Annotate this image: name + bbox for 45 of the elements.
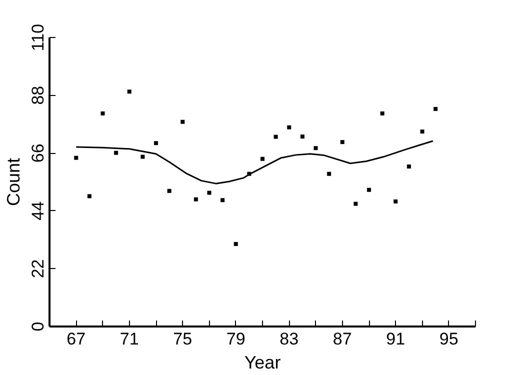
point xyxy=(207,190,212,195)
x-tick-label: 95 xyxy=(439,330,458,348)
point xyxy=(180,120,185,124)
point xyxy=(380,111,384,116)
point xyxy=(406,164,411,168)
point xyxy=(140,154,145,159)
point xyxy=(354,202,358,206)
point xyxy=(220,198,225,202)
y-tick-label: 22 xyxy=(28,259,48,278)
x-tick-label: 75 xyxy=(173,330,192,348)
point xyxy=(167,188,172,193)
y-tick-label: 44 xyxy=(28,201,48,220)
point xyxy=(127,90,132,94)
point xyxy=(314,146,318,150)
point xyxy=(260,156,264,161)
point xyxy=(87,194,92,198)
point xyxy=(394,199,398,204)
y-tick-label: 66 xyxy=(28,144,48,163)
point xyxy=(194,197,198,202)
point xyxy=(154,141,158,146)
point xyxy=(234,242,238,246)
y-tick-label: 88 xyxy=(28,86,48,105)
line-series xyxy=(75,140,434,184)
point xyxy=(300,134,304,139)
x-tick-label: 91 xyxy=(386,330,406,348)
point xyxy=(100,111,105,116)
point xyxy=(327,172,332,176)
point xyxy=(74,156,78,160)
point xyxy=(274,134,278,139)
point xyxy=(114,150,118,155)
point xyxy=(420,130,424,134)
point xyxy=(367,188,371,192)
point xyxy=(287,125,292,130)
x-tick-label: 87 xyxy=(332,330,352,348)
x-tick-label: 83 xyxy=(280,330,299,348)
x-tick-label: 71 xyxy=(120,330,139,348)
x-axis-title: Year xyxy=(244,352,281,372)
point xyxy=(434,106,438,111)
y-axis-title: Count xyxy=(4,158,24,206)
x-tick-label: 79 xyxy=(226,330,246,348)
y-tick-label: 0 xyxy=(28,322,48,332)
point xyxy=(340,140,344,144)
point xyxy=(247,172,252,176)
y-tick-label: 110 xyxy=(28,24,48,52)
x-tick-label: 67 xyxy=(66,330,86,348)
